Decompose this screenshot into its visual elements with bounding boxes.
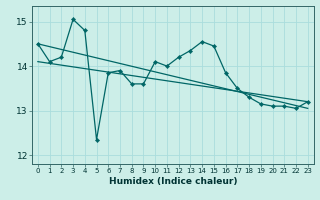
X-axis label: Humidex (Indice chaleur): Humidex (Indice chaleur): [108, 177, 237, 186]
